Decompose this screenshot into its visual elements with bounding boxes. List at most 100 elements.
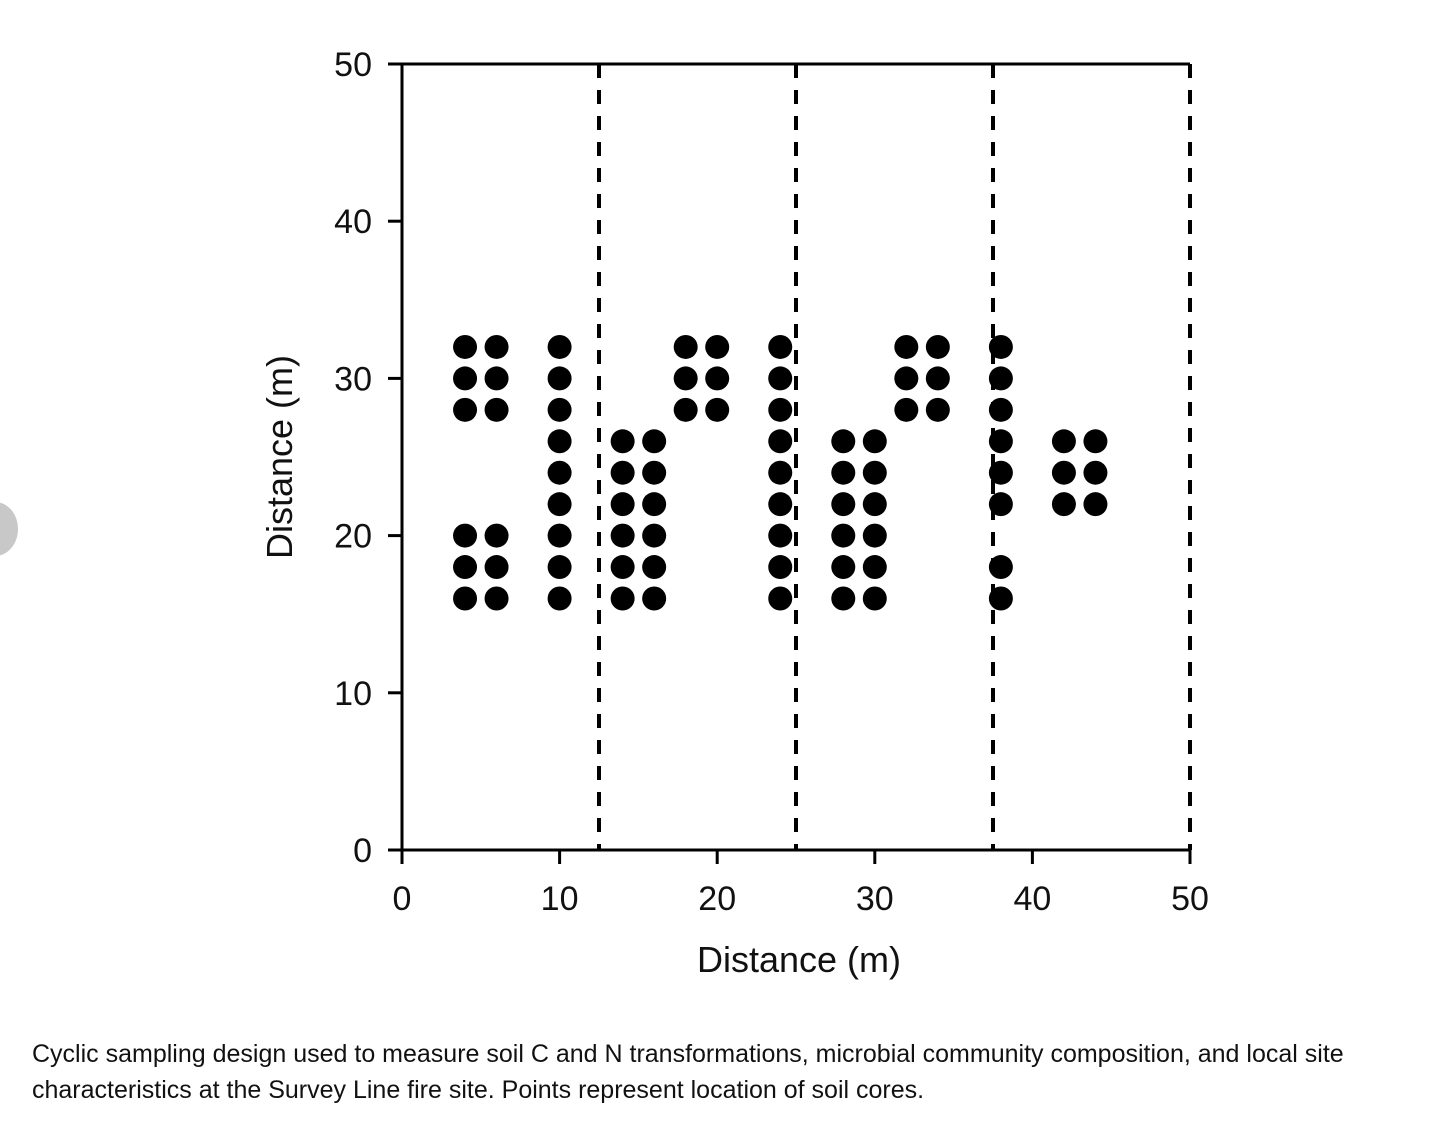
chart-axes bbox=[400, 62, 1190, 852]
soil-core-point-70 bbox=[988, 460, 1013, 485]
soil-core-point-31 bbox=[610, 586, 635, 611]
soil-core-point-67 bbox=[988, 366, 1013, 391]
soil-core-point-33 bbox=[673, 334, 698, 359]
soil-core-point-73 bbox=[988, 586, 1013, 611]
soil-core-point-76 bbox=[1051, 460, 1076, 485]
soil-core-point-4 bbox=[453, 397, 478, 422]
y-tick-label-10: 10 bbox=[334, 675, 372, 713]
soil-core-point-15 bbox=[547, 429, 572, 454]
y-axis-label: Distance (m) bbox=[259, 355, 300, 559]
soil-core-point-63 bbox=[925, 366, 950, 391]
y-tick-label-40: 40 bbox=[334, 203, 372, 241]
side-scroll-handle[interactable] bbox=[0, 502, 18, 556]
soil-core-point-51 bbox=[862, 460, 887, 485]
soil-core-point-7 bbox=[484, 523, 509, 548]
soil-core-point-43 bbox=[768, 460, 793, 485]
soil-core-point-3 bbox=[484, 366, 509, 391]
soil-core-point-57 bbox=[862, 555, 887, 580]
soil-core-point-41 bbox=[768, 397, 793, 422]
figure-caption: Cyclic sampling design used to measure s… bbox=[32, 1040, 1344, 1104]
soil-core-point-9 bbox=[484, 555, 509, 580]
soil-core-point-68 bbox=[988, 397, 1013, 422]
soil-core-point-24 bbox=[642, 460, 667, 485]
x-axis-label: Distance (m) bbox=[697, 939, 901, 980]
soil-core-point-38 bbox=[705, 397, 730, 422]
soil-core-point-53 bbox=[862, 492, 887, 517]
soil-core-point-17 bbox=[547, 492, 572, 517]
soil-core-point-62 bbox=[894, 366, 919, 391]
soil-core-point-45 bbox=[768, 523, 793, 548]
soil-core-point-28 bbox=[642, 523, 667, 548]
soil-core-point-50 bbox=[831, 460, 856, 485]
soil-core-point-55 bbox=[862, 523, 887, 548]
x-tick-label-50: 50 bbox=[1171, 880, 1209, 918]
soil-core-point-78 bbox=[1051, 492, 1076, 517]
soil-core-point-32 bbox=[642, 586, 667, 611]
soil-core-point-49 bbox=[862, 429, 887, 454]
soil-core-point-29 bbox=[610, 555, 635, 580]
soil-core-point-77 bbox=[1083, 460, 1108, 485]
soil-core-point-79 bbox=[1083, 492, 1108, 517]
x-tick-label-0: 0 bbox=[393, 880, 412, 918]
y-tick-label-50: 50 bbox=[334, 46, 372, 84]
soil-core-point-30 bbox=[642, 555, 667, 580]
soil-core-point-25 bbox=[610, 492, 635, 517]
soil-core-point-74 bbox=[1051, 429, 1076, 454]
soil-core-point-69 bbox=[988, 429, 1013, 454]
soil-core-point-1 bbox=[484, 334, 509, 359]
soil-core-point-39 bbox=[768, 334, 793, 359]
soil-core-point-60 bbox=[894, 334, 919, 359]
soil-core-point-2 bbox=[453, 366, 478, 391]
soil-core-point-46 bbox=[768, 555, 793, 580]
soil-core-point-27 bbox=[610, 523, 635, 548]
x-tick-label-30: 30 bbox=[856, 880, 894, 918]
soil-core-point-20 bbox=[547, 586, 572, 611]
soil-core-point-11 bbox=[484, 586, 509, 611]
soil-core-point-59 bbox=[862, 586, 887, 611]
soil-core-point-13 bbox=[547, 366, 572, 391]
soil-core-point-72 bbox=[988, 555, 1013, 580]
soil-core-point-12 bbox=[547, 334, 572, 359]
soil-core-point-42 bbox=[768, 429, 793, 454]
soil-core-point-10 bbox=[453, 586, 478, 611]
soil-core-point-35 bbox=[673, 366, 698, 391]
soil-core-point-54 bbox=[831, 523, 856, 548]
soil-core-point-5 bbox=[484, 397, 509, 422]
soil-core-point-58 bbox=[831, 586, 856, 611]
plot-boundary-lines bbox=[597, 64, 1192, 850]
soil-core-point-34 bbox=[705, 334, 730, 359]
tick-labels: 0 10 20 30 40 50 0 10 20 30 40 50 bbox=[334, 46, 1209, 918]
soil-core-point-37 bbox=[673, 397, 698, 422]
soil-core-point-36 bbox=[705, 366, 730, 391]
soil-core-point-47 bbox=[768, 586, 793, 611]
soil-core-point-71 bbox=[988, 492, 1013, 517]
soil-core-point-18 bbox=[547, 523, 572, 548]
soil-core-point-14 bbox=[547, 397, 572, 422]
soil-core-points bbox=[453, 334, 1108, 611]
x-tick-label-10: 10 bbox=[541, 880, 579, 918]
soil-core-point-6 bbox=[453, 523, 478, 548]
soil-core-point-48 bbox=[831, 429, 856, 454]
soil-core-point-64 bbox=[894, 397, 919, 422]
y-tick-label-20: 20 bbox=[334, 518, 372, 556]
soil-core-point-44 bbox=[768, 492, 793, 517]
tick-marks bbox=[388, 62, 1192, 864]
x-tick-label-20: 20 bbox=[698, 880, 736, 918]
soil-core-point-65 bbox=[925, 397, 950, 422]
chart-area: 0 10 20 30 40 50 0 10 20 30 40 50 Distance (m) Dist… bbox=[259, 46, 1209, 980]
soil-core-point-23 bbox=[610, 460, 635, 485]
soil-core-point-8 bbox=[453, 555, 478, 580]
soil-core-point-56 bbox=[831, 555, 856, 580]
scatter-chart: 0 10 20 30 40 50 0 10 20 30 40 50 Distance (m) Dist… bbox=[259, 46, 1209, 980]
x-tick-label-40: 40 bbox=[1013, 880, 1051, 918]
soil-core-point-66 bbox=[988, 334, 1013, 359]
soil-core-point-61 bbox=[925, 334, 950, 359]
soil-core-point-0 bbox=[453, 334, 478, 359]
soil-core-point-16 bbox=[547, 460, 572, 485]
soil-core-point-19 bbox=[547, 555, 572, 580]
soil-core-point-40 bbox=[768, 366, 793, 391]
soil-core-point-26 bbox=[642, 492, 667, 517]
soil-core-point-52 bbox=[831, 492, 856, 517]
soil-core-point-21 bbox=[610, 429, 635, 454]
y-tick-label-30: 30 bbox=[334, 360, 372, 398]
